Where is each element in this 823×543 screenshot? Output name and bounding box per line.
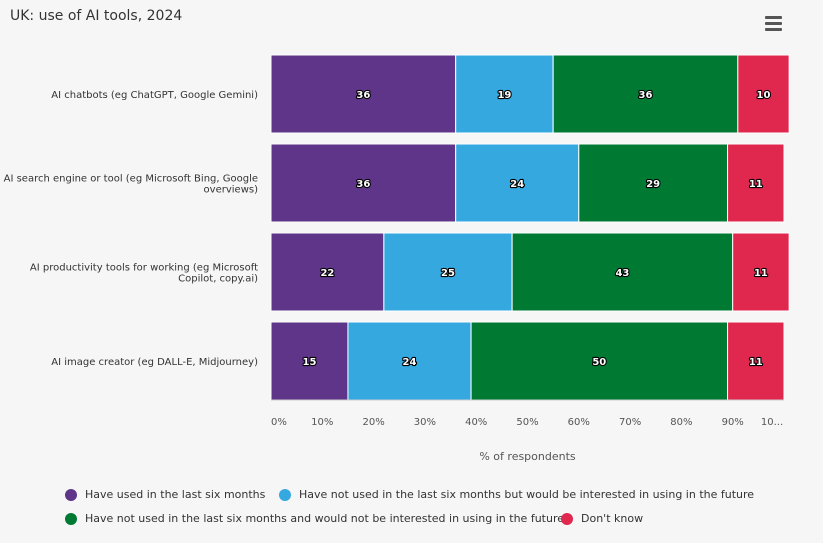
data-label: 15	[303, 357, 317, 368]
data-label: 24	[510, 179, 524, 190]
data-label: 24	[403, 357, 417, 368]
bar-segment	[732, 232, 790, 312]
x-tick-label: 10%	[311, 417, 333, 428]
x-tick-label: 40%	[465, 417, 487, 428]
data-label: 29	[646, 179, 660, 190]
bar-segment	[455, 143, 580, 223]
category-label: AI productivity tools for working (eg Mi…	[30, 263, 258, 274]
legend-dot-icon	[65, 512, 77, 525]
data-label: 36	[356, 179, 370, 190]
category-label: AI image creator (eg DALL-E, Midjourney)	[51, 357, 258, 368]
category-label: Copilot, copy.ai)	[178, 274, 258, 285]
legend-item[interactable]: Have not used in the last six months and…	[65, 512, 564, 525]
bar-segment	[455, 54, 554, 134]
bar-segment	[737, 54, 790, 134]
data-label: 10	[757, 90, 771, 101]
x-tick-label: 10...	[761, 417, 783, 428]
category-label: overviews)	[204, 185, 259, 196]
data-label: 11	[754, 268, 768, 279]
legend-item[interactable]: Have used in the last six months	[65, 488, 265, 501]
bar-segment	[270, 54, 457, 134]
bar-segment	[552, 54, 739, 134]
data-label: 22	[320, 268, 334, 279]
x-tick-label: 90%	[722, 417, 744, 428]
bar-segment	[347, 321, 472, 401]
x-tick-label: 50%	[516, 417, 538, 428]
bar-segment	[470, 321, 729, 401]
legend-item[interactable]: Have not used in the last six months but…	[279, 488, 754, 501]
data-label: 50	[592, 357, 606, 368]
bar-segment	[727, 143, 785, 223]
data-label: 43	[615, 268, 629, 279]
legend-label: Have not used in the last six months and…	[85, 512, 564, 525]
legend-label: Have not used in the last six months but…	[299, 488, 755, 501]
x-tick-label: 30%	[414, 417, 436, 428]
data-label: 36	[356, 90, 370, 101]
category-label: AI chatbots (eg ChatGPT, Google Gemini)	[51, 90, 258, 101]
bar-segment	[270, 321, 349, 401]
x-tick-label: 0%	[271, 417, 287, 428]
legend-label: Have used in the last six months	[85, 488, 266, 501]
bar-segment	[727, 321, 785, 401]
bar-segment	[270, 143, 457, 223]
chart-title: UK: use of AI tools, 2024	[10, 8, 183, 24]
x-tick-label: 80%	[670, 417, 692, 428]
x-tick-label: 60%	[568, 417, 590, 428]
data-label: 19	[497, 90, 511, 101]
bar-segment	[578, 143, 729, 223]
legend-dot-icon	[279, 488, 291, 501]
x-tick-label: 20%	[362, 417, 384, 428]
data-label: 25	[441, 268, 455, 279]
bar-segment	[383, 232, 513, 312]
x-axis-title: % of respondents	[479, 450, 576, 463]
chart-area: 36 19 36 10 AI chatbots (eg ChatGPT, Google …	[4, 54, 790, 463]
bar-segment	[511, 232, 734, 312]
legend-item[interactable]: Don't know	[561, 512, 643, 525]
data-label: 11	[749, 179, 763, 190]
data-label: 11	[749, 357, 763, 368]
data-label: 36	[639, 90, 653, 101]
bar-segment	[270, 232, 385, 312]
legend-dot-icon	[65, 488, 77, 501]
legend-dot-icon	[561, 512, 573, 525]
hamburger-menu-icon[interactable]	[759, 10, 787, 36]
category-label: AI search engine or tool (eg Microsoft B…	[4, 174, 258, 185]
x-tick-label: 70%	[619, 417, 641, 428]
legend-label: Don't know	[581, 512, 644, 525]
